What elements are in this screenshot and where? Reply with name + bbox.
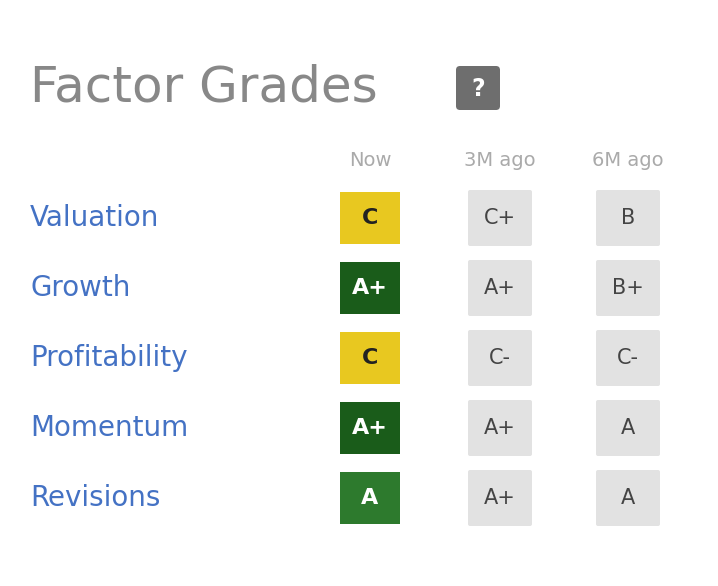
Bar (340, 192, 400, 244)
FancyBboxPatch shape (596, 470, 660, 526)
Text: A: A (361, 488, 378, 508)
Text: Revisions: Revisions (30, 484, 160, 512)
FancyBboxPatch shape (468, 330, 532, 386)
FancyBboxPatch shape (468, 260, 532, 316)
Text: B: B (621, 208, 635, 228)
Text: A+: A+ (484, 488, 516, 508)
Bar (340, 262, 400, 314)
Text: C-: C- (489, 348, 511, 368)
Text: A: A (621, 488, 635, 508)
Text: A+: A+ (484, 278, 516, 298)
FancyBboxPatch shape (596, 190, 660, 246)
Text: A+: A+ (352, 278, 388, 298)
Text: Factor Grades: Factor Grades (30, 64, 378, 112)
Text: 6M ago: 6M ago (592, 151, 664, 169)
Text: C: C (362, 348, 378, 368)
Text: C+: C+ (484, 208, 516, 228)
FancyBboxPatch shape (456, 66, 500, 110)
Text: C-: C- (617, 348, 639, 368)
FancyBboxPatch shape (468, 190, 532, 246)
Text: A: A (621, 418, 635, 438)
Bar (340, 332, 400, 384)
Text: Valuation: Valuation (30, 204, 159, 232)
Text: C: C (362, 208, 378, 228)
Text: Momentum: Momentum (30, 414, 188, 442)
Text: Profitability: Profitability (30, 344, 187, 372)
Text: A+: A+ (352, 418, 388, 438)
Text: Now: Now (349, 151, 391, 169)
Text: 3M ago: 3M ago (465, 151, 536, 169)
FancyBboxPatch shape (596, 260, 660, 316)
FancyBboxPatch shape (596, 400, 660, 456)
Text: Growth: Growth (30, 274, 131, 302)
Text: ?: ? (471, 77, 485, 101)
FancyBboxPatch shape (468, 470, 532, 526)
FancyBboxPatch shape (468, 400, 532, 456)
Bar (340, 402, 400, 454)
FancyBboxPatch shape (596, 330, 660, 386)
Text: A+: A+ (484, 418, 516, 438)
Text: B+: B+ (612, 278, 644, 298)
Bar (340, 472, 400, 524)
